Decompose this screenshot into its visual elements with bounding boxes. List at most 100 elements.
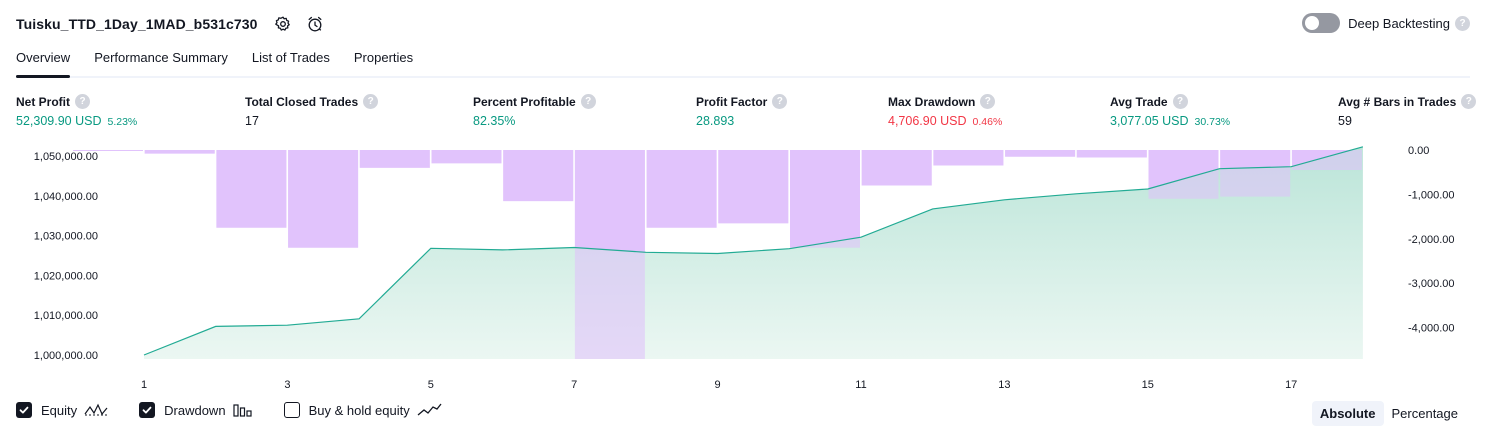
tab-performance-summary[interactable]: Performance Summary [94,50,228,65]
drawdown-bar-overlay [574,150,645,359]
x-axis-tick-label: 3 [284,379,290,391]
drawdown-bar-overlay [718,150,789,224]
info-icon[interactable]: ? [363,94,379,109]
legend-label: Drawdown [164,402,226,418]
drawdown-bars-overlap [73,150,1362,359]
drawdown-bar-overlay [359,150,430,168]
equity-line-icon [83,402,109,418]
metric-label: Avg Trade [1110,94,1168,109]
right-axis-tick-label: -1,000.00 [1408,189,1454,201]
drawdown-bar-overlay [216,150,287,228]
equity-checkbox[interactable] [16,402,32,418]
drawdown-bar-overlay [646,150,717,228]
drawdown-bar-overlay [861,150,932,186]
info-icon[interactable]: ? [1461,94,1477,109]
info-icon[interactable]: ? [75,94,90,109]
legend-label: Equity [41,402,78,418]
tab-properties[interactable]: Properties [353,50,414,65]
x-axis: 1 3 5 7 9 11 13 15 17 [141,379,1297,391]
metric-profit-factor: Profit Factor? 28.893 [696,94,788,128]
settings-gear-icon[interactable] [272,13,294,35]
drawdown-bar-overlay [933,150,1004,166]
tab-overview[interactable]: Overview [16,44,71,78]
metric-value: 59 [1338,114,1352,128]
x-axis-tick-label: 5 [428,379,434,391]
info-icon[interactable]: ? [980,94,996,109]
legend-equity[interactable]: Equity [16,402,109,418]
metric-total-closed-trades: Total Closed Trades? 17 [245,94,379,128]
deep-backtesting-control: Deep Backtesting ? [1302,13,1470,33]
help-icon[interactable]: ? [1455,15,1470,31]
x-axis-tick-label: 15 [1142,379,1154,391]
buy-hold-checkbox[interactable] [283,402,300,418]
drawdown-bar-overlay [288,150,359,248]
metric-percent-profitable: Percent Profitable? 82.35% [473,94,596,128]
left-axis-tick-label: 1,000,000.00 [34,350,98,362]
left-axis-tick-label: 1,050,000.00 [34,151,98,163]
tab-list-of-trades[interactable]: List of Trades [251,50,330,65]
info-icon[interactable]: ? [580,94,596,109]
drawdown-bar-overlay [790,150,860,248]
drawdown-bar-overlay [503,150,574,202]
drawdown-bar-overlay [1291,150,1362,170]
metric-percent: 5.23% [107,116,138,128]
buy-hold-line-icon [416,402,442,418]
info-icon[interactable]: ? [772,94,788,109]
metric-label: Net Profit [16,94,70,109]
drawdown-bar-overlay [431,150,502,164]
metric-avg-trade: Avg Trade? 3,077.05 USD 30.73% [1110,94,1230,128]
mode-absolute-button[interactable]: Absolute [1311,401,1384,426]
metric-label: Max Drawdown [888,94,976,109]
metric-percent: 30.73% [1194,116,1231,128]
toggle-knob [1305,16,1320,30]
drawdown-bar-overlay [1148,150,1219,199]
metric-value: 3,077.05 USD [1110,114,1189,128]
metric-percent: 0.46% [972,116,1003,128]
drawdown-bars-icon [232,402,254,418]
left-axis-tick-label: 1,020,000.00 [34,270,98,282]
report-tabs: Overview Performance Summary List of Tra… [16,44,1470,78]
metric-value: 82.35% [473,114,516,128]
right-axis-tick-label: -4,000.00 [1408,323,1454,335]
title-bar: Tuisku_TTD_1Day_1MAD_b531c730 [16,12,326,36]
left-axis-tick-label: 1,030,000.00 [34,231,98,243]
metric-max-drawdown: Max Drawdown? 4,706.90 USD 0.46% [888,94,1002,128]
drawdown-bar-overlay [1005,150,1076,157]
metric-label: Avg # Bars in Trades [1338,94,1457,109]
metric-value: 17 [245,114,259,128]
x-axis-tick-label: 13 [998,379,1010,391]
metric-value: 52,309.90 USD [16,114,102,128]
right-axis-tick-label: -2,000.00 [1408,234,1454,246]
alarm-clock-icon[interactable] [304,13,326,35]
metric-label: Profit Factor [696,94,768,109]
equity-drawdown-chart: 1,050,000.00 1,040,000.00 1,030,000.00 1,02… [34,145,1455,391]
equity-area [144,146,1363,359]
mode-percentage-button[interactable]: Percentage [1391,406,1459,421]
value-mode-switch: Absolute Percentage [1311,401,1466,426]
x-axis-tick-label: 7 [571,379,577,391]
equity-line [143,146,1364,356]
legend-buy-hold-equity[interactable]: Buy & hold equity [283,402,442,418]
drawdown-bar-overlay [144,150,215,154]
strategy-name: Tuisku_TTD_1Day_1MAD_b531c730 [16,16,258,32]
drawdown-checkbox[interactable] [139,402,156,418]
x-axis-tick-label: 17 [1285,379,1297,391]
drawdown-bar-overlay [1220,150,1291,197]
metric-value: 4,706.90 USD [888,114,967,128]
x-axis-tick-label: 9 [715,379,721,391]
right-axis-tick-label: -3,000.00 [1408,278,1454,290]
deep-backtesting-toggle[interactable] [1302,13,1341,33]
info-icon[interactable]: ? [1172,94,1188,109]
metric-avg-bars-in-trades: Avg # Bars in Trades? 59 [1338,94,1477,128]
metric-label: Percent Profitable [473,94,576,109]
drawdown-bar-overlay [73,150,143,151]
metrics-row: Net Profit? 52,309.90 USD 5.23% Total Clo… [0,94,1486,128]
x-axis-tick-label: 1 [141,379,147,391]
right-axis-tick-label: 0.00 [1408,145,1429,157]
left-axis-tick-label: 1,040,000.00 [34,191,98,203]
left-axis-tick-label: 1,010,000.00 [34,310,98,322]
metric-value: 28.893 [696,114,735,128]
legend-drawdown[interactable]: Drawdown [139,402,253,418]
metric-net-profit: Net Profit? 52,309.90 USD 5.23% [16,94,137,128]
legend-label: Buy & hold equity [308,402,410,418]
